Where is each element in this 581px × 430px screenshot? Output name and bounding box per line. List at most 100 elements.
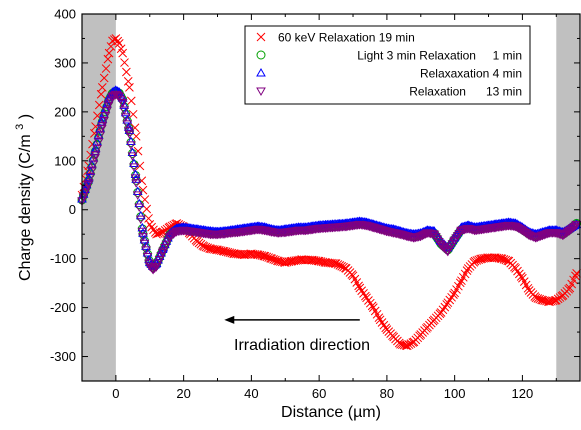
data-point	[365, 298, 375, 308]
legend-marker-0	[256, 32, 266, 42]
data-point	[99, 73, 109, 83]
data-point	[106, 42, 116, 51]
data-point	[120, 113, 131, 122]
y-axis-label-close: )	[17, 114, 34, 119]
data-point	[135, 161, 145, 171]
data-point	[122, 67, 131, 77]
data-point	[359, 289, 368, 298]
data-point	[149, 264, 160, 274]
data-point	[137, 227, 148, 237]
data-point	[537, 295, 546, 305]
data-point	[379, 320, 389, 330]
data-point	[114, 39, 124, 48]
data-point	[396, 339, 405, 349]
data-point	[126, 96, 136, 106]
data-point	[90, 151, 101, 160]
data-point	[355, 283, 365, 293]
data-point	[357, 286, 367, 296]
data-point	[92, 144, 102, 154]
data-point	[535, 294, 545, 304]
shaded-region-1	[556, 14, 580, 381]
data-point	[134, 203, 145, 213]
legend-marker-2	[256, 67, 266, 77]
data-point	[112, 91, 123, 101]
data-point	[571, 220, 581, 230]
data-point	[97, 83, 107, 92]
data-point	[85, 173, 96, 182]
data-point	[219, 246, 229, 256]
data-point	[445, 295, 455, 305]
y-tick-label: 200	[54, 104, 76, 119]
annotation-label: Irradiation direction	[234, 337, 370, 354]
data-point	[264, 253, 274, 262]
data-point	[138, 233, 148, 242]
data-point	[83, 179, 94, 188]
y-axis-label-main: Charge density (C/m	[17, 134, 34, 281]
data-point	[155, 228, 165, 238]
data-point	[513, 266, 522, 276]
legend-label-3: Relaxation 13 min	[409, 85, 522, 99]
x-axis-label: Distance (µm)	[281, 404, 381, 421]
data-point	[88, 160, 99, 170]
data-point	[119, 106, 130, 116]
data-point	[274, 256, 283, 266]
data-point	[104, 48, 114, 58]
data-point	[96, 89, 106, 99]
data-point	[554, 230, 565, 239]
data-point	[496, 254, 506, 263]
data-point	[455, 278, 465, 288]
data-point	[362, 293, 371, 303]
data-point	[272, 256, 282, 266]
data-point	[436, 308, 446, 317]
data-point	[122, 120, 133, 129]
data-point	[126, 141, 136, 150]
data-point	[515, 269, 524, 279]
data-point	[127, 152, 138, 161]
data-point	[124, 130, 135, 139]
data-point	[438, 305, 448, 315]
data-point	[271, 255, 280, 265]
x-tick-label: 60	[312, 386, 326, 401]
data-point	[440, 302, 450, 312]
x-tick-label: 100	[444, 386, 466, 401]
data-point	[545, 297, 554, 307]
data-point	[401, 341, 411, 350]
data-point	[132, 191, 143, 200]
data-point	[94, 100, 104, 110]
data-point	[118, 48, 128, 58]
data-point	[280, 258, 290, 267]
x-tick-label: 120	[512, 386, 534, 401]
x-tick-label: 0	[112, 386, 119, 401]
data-point	[562, 228, 573, 237]
data-point	[85, 166, 96, 175]
data-point	[128, 109, 138, 119]
data-point	[462, 266, 472, 275]
data-point	[436, 241, 446, 250]
data-point	[364, 296, 373, 305]
data-point	[95, 131, 105, 141]
data-point	[572, 268, 581, 278]
y-tick-label: 300	[54, 55, 76, 70]
data-point	[131, 179, 142, 188]
y-tick-label: 400	[54, 7, 76, 22]
data-point	[527, 232, 538, 242]
x-axis: 0 20 40 60 80 100 120	[112, 14, 557, 401]
data-point	[443, 298, 453, 308]
legend-label-2: Relaxaxation 4 min	[420, 67, 522, 81]
data-point	[511, 264, 520, 273]
plot-frame	[81, 13, 581, 382]
legend-label-1: Light 3 min Relaxation 1 min	[357, 49, 522, 63]
data-point	[330, 259, 340, 268]
legend-marker-3	[256, 87, 266, 97]
data-point	[119, 100, 130, 109]
data-point	[111, 34, 121, 43]
data-point	[213, 245, 222, 255]
data-point	[447, 292, 456, 302]
data-point	[253, 250, 263, 260]
data-point	[130, 174, 141, 183]
x-tick-label: 40	[244, 386, 258, 401]
data-point	[132, 186, 143, 196]
data-point	[237, 250, 247, 259]
data-point	[375, 315, 385, 325]
data-point	[221, 247, 231, 257]
